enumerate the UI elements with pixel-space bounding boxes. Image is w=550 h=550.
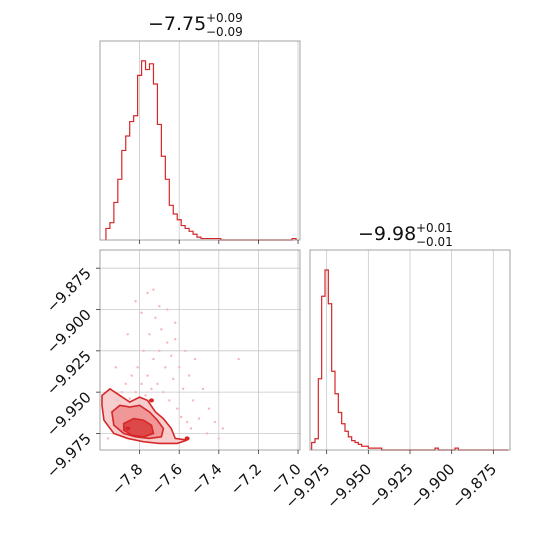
- scatter-point: [106, 437, 110, 440]
- scatter-point: [217, 437, 221, 440]
- scatter-point: [134, 390, 137, 394]
- scatter-point: [193, 357, 197, 361]
- scatter-point: [120, 390, 123, 394]
- scatter-point: [168, 399, 171, 402]
- scatter-point: [181, 387, 185, 391]
- contour-island: [184, 436, 190, 441]
- contour-inner: [122, 417, 155, 438]
- x-tick-label: −7.8: [108, 460, 146, 498]
- scatter-point: [150, 387, 153, 391]
- scatter-point: [128, 397, 131, 400]
- scatter-point: [140, 382, 143, 386]
- y-tick-label: −9.875: [43, 264, 95, 316]
- scatter-point: [170, 354, 173, 357]
- scatter-point: [178, 366, 181, 369]
- scatter-point: [142, 349, 145, 353]
- contour-island: [125, 426, 131, 431]
- scatter-point: [140, 311, 143, 315]
- x-tick-label: −7.6: [148, 460, 186, 498]
- y-tick-label: −9.900: [43, 306, 95, 358]
- panel-scatter-contour: −7.8 −7.6 −7.4 −7.2 −7.0−9.875−9.900−9.925−9…: [43, 249, 305, 499]
- scatter-point: [158, 349, 161, 353]
- scatter-point: [124, 382, 127, 386]
- x-tick-label: −9.875: [448, 460, 500, 512]
- scatter-point: [174, 338, 177, 341]
- scatter-point: [152, 357, 155, 361]
- scatter-point: [172, 377, 175, 381]
- x-tick-label: −9.950: [323, 460, 375, 512]
- scatter-point: [154, 316, 157, 319]
- scatter-point: [148, 333, 151, 336]
- histogram-title: −7.75 +0.09 −0.09: [148, 11, 243, 39]
- title-upper-error: +0.09: [206, 11, 243, 25]
- x-tick-label: −9.900: [407, 460, 459, 512]
- panel-histogram-param1: −7.75 +0.09 −0.09: [99, 11, 301, 244]
- scatter-point: [221, 427, 224, 430]
- panel-frame: [99, 40, 301, 241]
- contour-island: [148, 398, 154, 403]
- scatter-point: [162, 390, 165, 394]
- title-upper-error: +0.01: [416, 221, 453, 235]
- scatter-point: [205, 432, 209, 435]
- scatter-point: [183, 349, 187, 353]
- scatter-point: [213, 420, 217, 424]
- scatter-point: [166, 308, 169, 311]
- scatter-point: [146, 374, 149, 377]
- scatter-point: [179, 415, 183, 419]
- scatter-point: [201, 387, 205, 391]
- scatter-point: [197, 417, 201, 420]
- scatter-point: [144, 394, 147, 397]
- scatter-point: [185, 420, 189, 424]
- scatter-point: [174, 321, 177, 324]
- density-contours: [101, 387, 190, 445]
- title-lower-error: −0.01: [416, 235, 453, 249]
- x-tick-label: −9.925: [365, 460, 417, 512]
- x-tick-label: −7.4: [187, 460, 225, 498]
- panel-histogram-param2: −9.975−9.950−9.925−9.900−9.875 −9.98 +0.…: [282, 221, 511, 512]
- scatter-point: [237, 357, 240, 361]
- scatter-point: [164, 366, 167, 369]
- y-tick-label: −9.950: [43, 388, 95, 440]
- scatter-point: [176, 407, 179, 410]
- histogram-title: −9.98 +0.01 −0.01: [358, 221, 453, 249]
- scatter-point: [114, 366, 118, 369]
- scatter-point: [187, 374, 191, 377]
- y-tick-label: −9.975: [43, 430, 95, 482]
- title-value: −7.75: [148, 13, 206, 35]
- scatter-point: [191, 399, 195, 402]
- scatter-point: [126, 333, 129, 336]
- y-tick-label: −9.925: [43, 347, 95, 399]
- scatter-point: [189, 427, 193, 430]
- scatter-point: [146, 291, 149, 295]
- scatter-point: [134, 300, 137, 303]
- scatter-point: [130, 374, 133, 377]
- scatter-point: [160, 328, 163, 331]
- title-value: −9.98: [358, 223, 416, 245]
- title-lower-error: −0.09: [206, 25, 243, 39]
- scatter-point: [158, 304, 161, 308]
- scatter-point: [156, 382, 159, 386]
- scatter-point: [136, 366, 139, 369]
- x-tick-label: −7.2: [227, 460, 265, 498]
- scatter-point: [152, 288, 155, 291]
- scatter-point: [166, 341, 169, 344]
- panel-frame: [99, 249, 301, 451]
- scatter-point: [207, 407, 211, 410]
